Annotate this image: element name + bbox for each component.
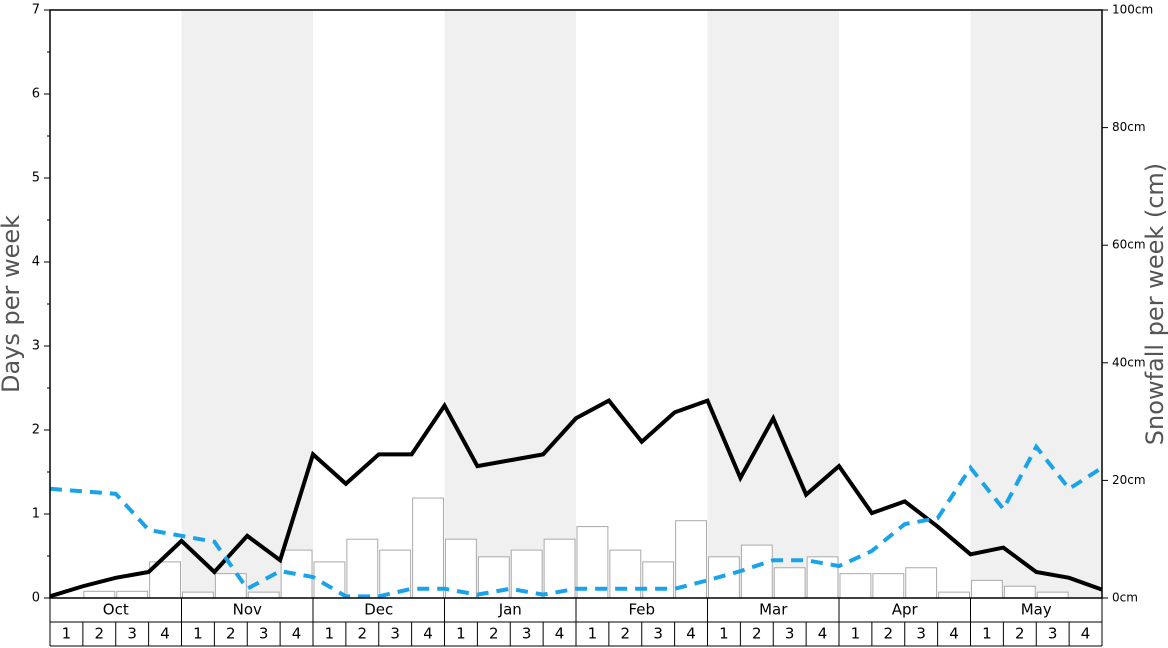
month-label: Feb [628,601,655,619]
y2-tick-label: 0cm [1112,591,1138,605]
week-label: 1 [193,625,203,643]
month-shade [707,10,839,598]
bar [83,590,116,599]
month-label: Jan [498,601,522,619]
bar [346,538,379,599]
month-label: Apr [892,601,919,619]
week-label: 3 [653,625,663,643]
week-label: 1 [456,625,466,643]
y-tick-label: 6 [32,87,40,102]
week-label: 3 [785,625,795,643]
week-label: 4 [818,625,828,643]
bar [543,538,576,599]
y2-tick-label: 100cm [1112,3,1153,17]
week-label: 2 [621,625,631,643]
bar [905,567,938,599]
week-label: 2 [489,625,499,643]
bar [642,561,675,599]
week-label: 4 [160,625,170,643]
bar [740,544,773,599]
y-tick-label: 3 [32,339,40,354]
week-label: 1 [982,625,992,643]
y2-axis-label: Snowfall per week (cm) [1141,163,1168,445]
month-label: May [1021,601,1052,619]
bar [938,591,970,599]
y-tick-label: 1 [32,507,40,522]
month-label: Nov [233,601,262,619]
week-label: 3 [1048,625,1058,643]
bar [609,549,642,599]
bar [412,497,444,599]
week-label: 3 [127,625,137,643]
week-label: 3 [522,625,532,643]
week-label: 3 [916,625,926,643]
week-label: 1 [588,625,598,643]
bar [971,579,1003,599]
bar [445,538,477,599]
month-shade [181,10,313,598]
week-label: 4 [686,625,696,643]
month-label: Dec [364,601,393,619]
week-label: 1 [62,625,72,643]
week-label: 4 [1081,625,1091,643]
y2-tick-label: 20cm [1112,473,1146,487]
week-label: 2 [752,625,762,643]
week-label: 2 [358,625,368,643]
y-tick-label: 7 [32,3,40,18]
week-label: 1 [325,625,335,643]
bar [839,573,872,599]
week-label: 1 [851,625,861,643]
week-label: 4 [949,625,959,643]
y-tick-label: 5 [32,171,40,186]
bar [116,590,149,599]
week-label: 2 [1015,625,1025,643]
week-label: 3 [390,625,400,643]
week-label: 2 [95,625,105,643]
month-label: Mar [759,601,788,619]
week-label: 2 [226,625,236,643]
week-label: 3 [259,625,269,643]
bar [576,526,609,599]
month-shade [970,10,1102,598]
week-label: 4 [555,625,565,643]
y2-tick-label: 60cm [1112,238,1146,252]
month-label: Oct [103,601,129,619]
week-label: 4 [292,625,302,643]
week-label: 2 [884,625,894,643]
week-label: 4 [423,625,433,643]
bar [1003,585,1036,599]
y-tick-label: 4 [32,255,40,270]
bar [182,591,214,599]
y-tick-label: 0 [32,591,40,606]
y-tick-label: 2 [32,423,40,438]
week-label: 1 [719,625,729,643]
line [49,443,1104,599]
bar [872,573,905,599]
bar [247,591,280,599]
y-axis-label: Days per week [0,215,25,393]
y2-tick-label: 40cm [1112,355,1146,369]
month-shade [444,10,576,598]
y2-tick-label: 80cm [1112,120,1146,134]
bar [1036,591,1069,599]
bar [773,567,806,599]
